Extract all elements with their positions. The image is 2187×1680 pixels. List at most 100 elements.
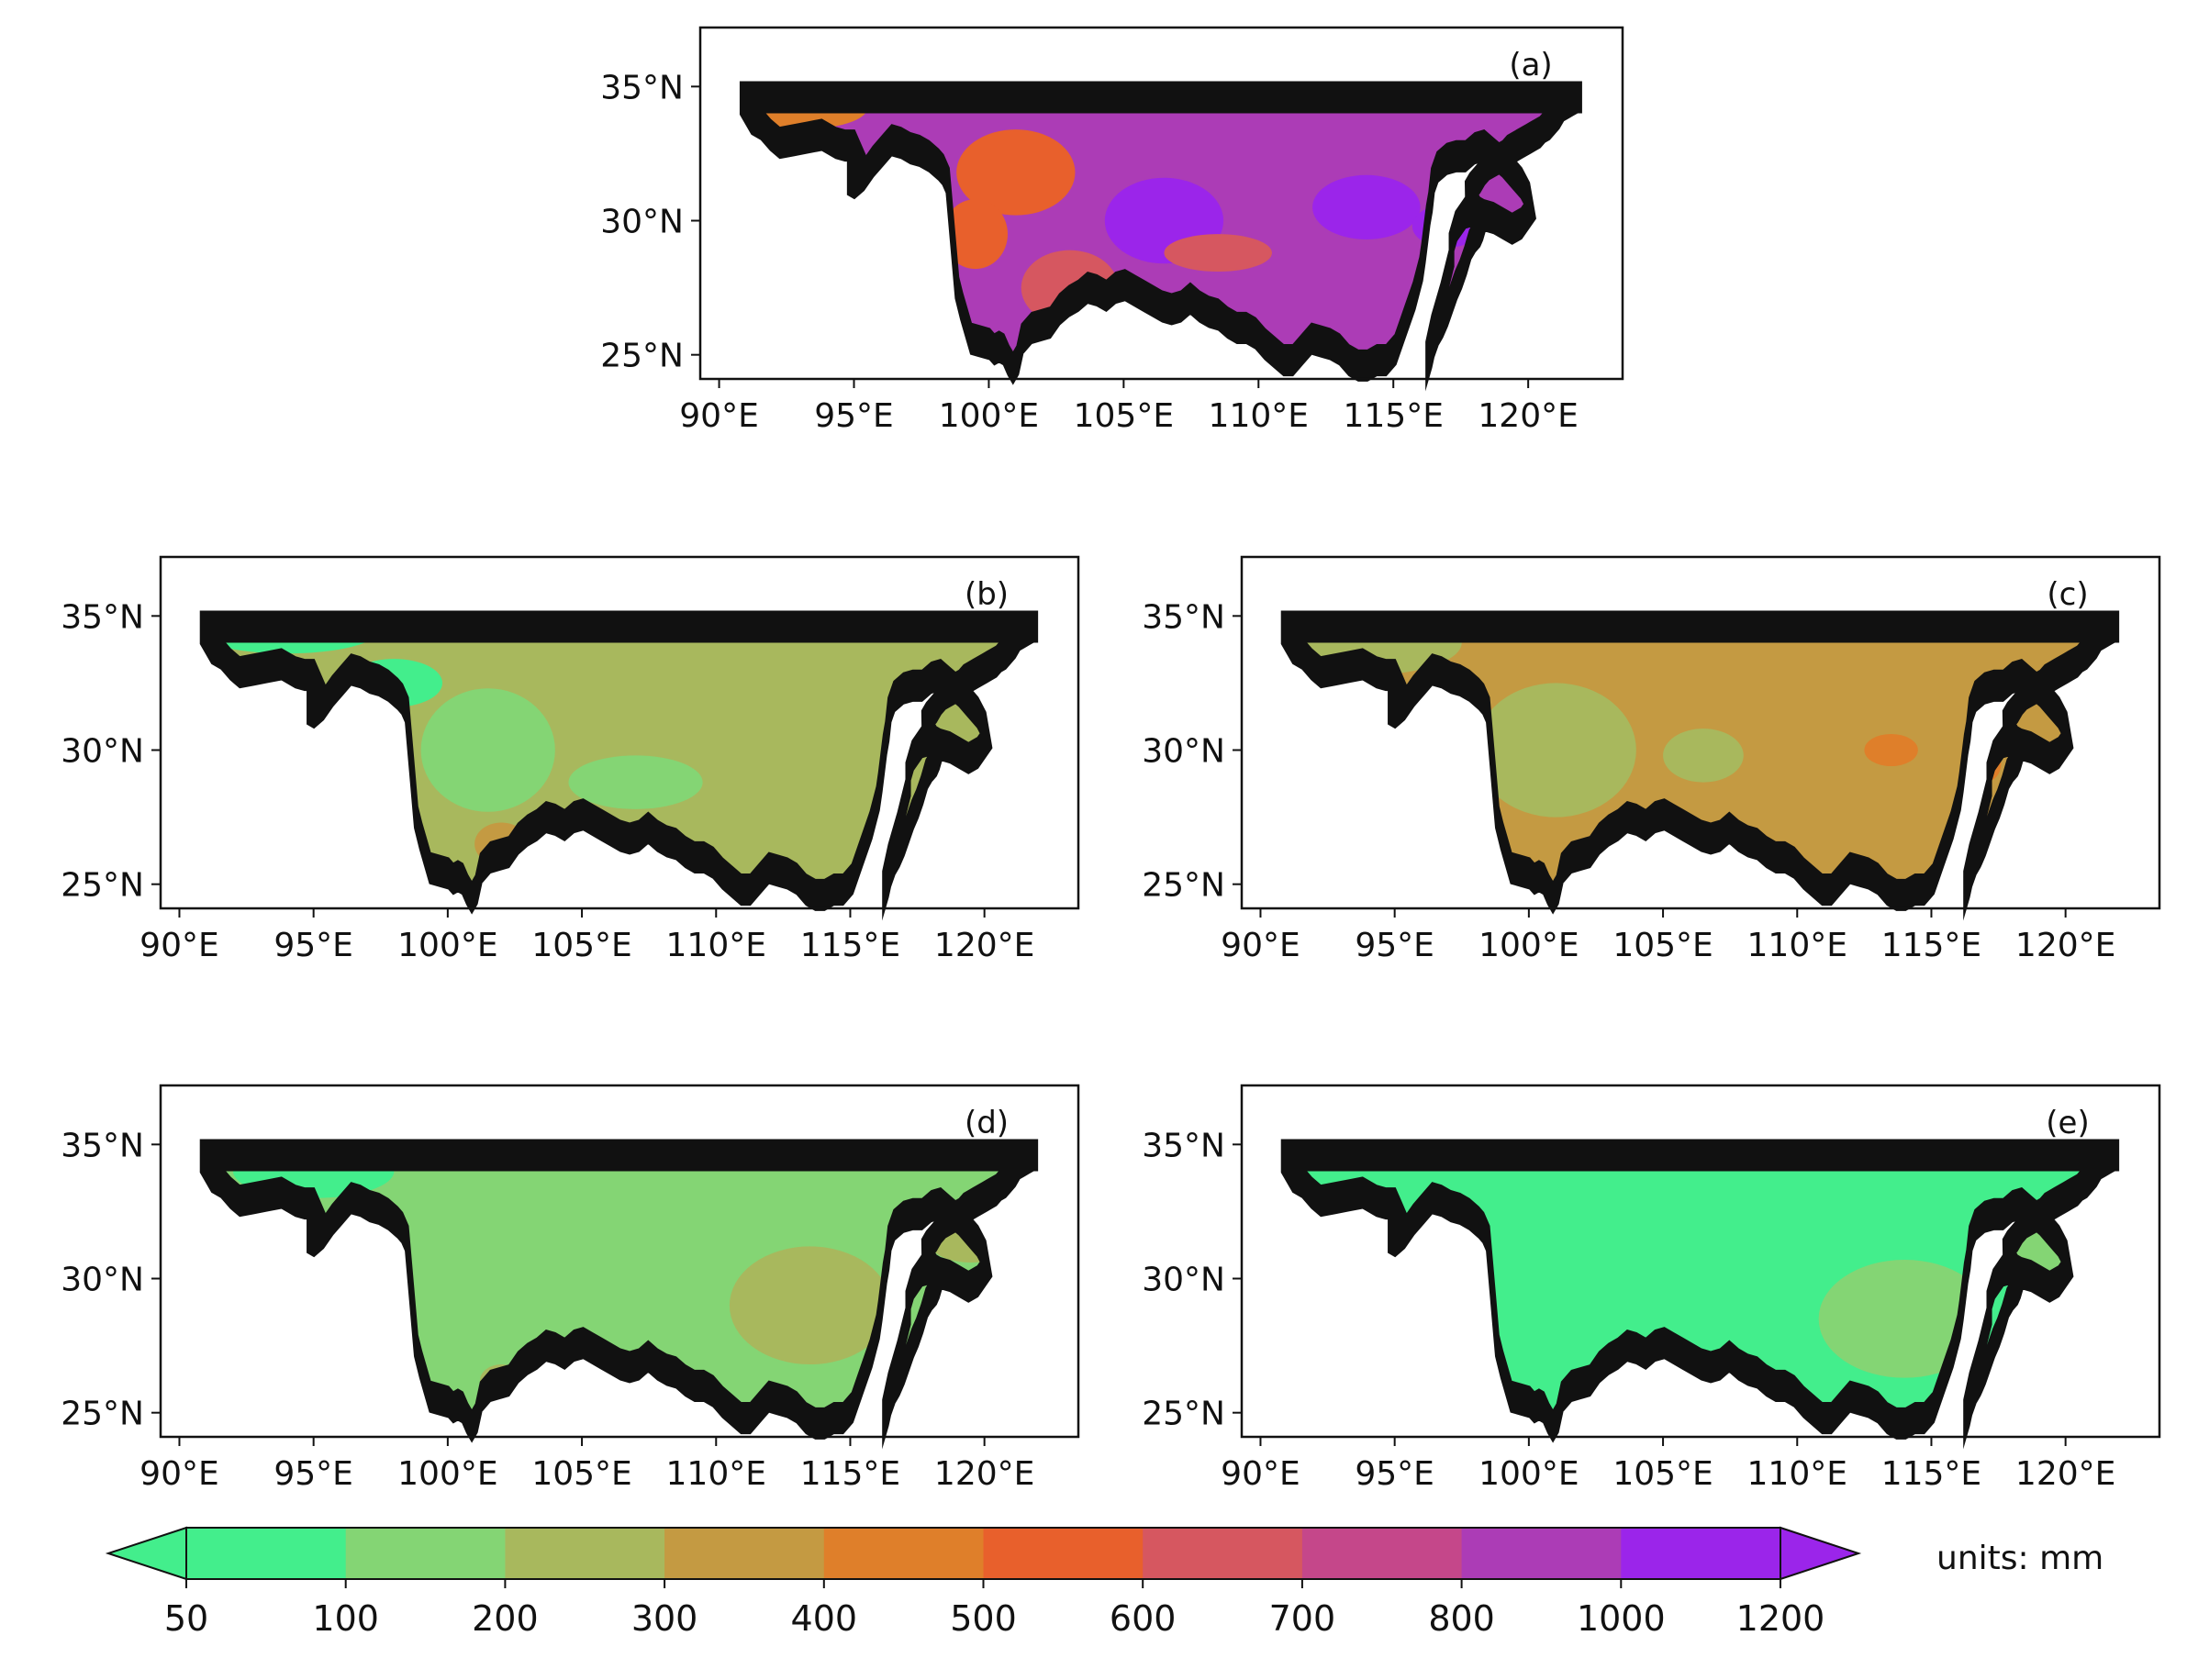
lon-tick-label: 120°E [1478,397,1578,435]
lon-tick-label: 95°E [1355,927,1434,964]
lon-tick-label: 100°E [1478,927,1579,964]
lon-tick-label: 110°E [1209,397,1309,435]
lon-tick-label: 100°E [1478,1455,1579,1493]
value-region [1312,174,1421,239]
colorbar-extend-max [1780,1526,1862,1581]
lon-tick-label: 90°E [1221,1455,1300,1493]
lon-tick-label: 100°E [397,927,497,964]
colorbar-segment [1461,1528,1622,1579]
lon-tick-label: 115°E [1881,927,1981,964]
lon-tick-label: 95°E [1355,1455,1434,1493]
lat-tick-label: 25°N [600,338,684,375]
lon-tick-label: 95°E [814,397,894,435]
colorbar-segment [1143,1528,1303,1579]
lon-tick-label: 90°E [679,397,759,435]
lat-tick-label: 35°N [61,598,144,636]
value-region [1663,729,1744,783]
colorbar-segment [1301,1528,1463,1579]
value-region [420,688,555,812]
colorbar-tick-label: 400 [791,1598,858,1639]
lon-tick-label: 105°E [1612,927,1713,964]
lon-tick-label: 120°E [2015,927,2115,964]
colorbar-segment [505,1528,665,1579]
value-region [1818,1260,1991,1378]
lon-tick-label: 110°E [666,1455,766,1493]
lat-tick-label: 25°N [1142,1396,1225,1433]
lat-tick-label: 35°N [600,69,684,106]
panel-label: (d) [965,1105,1009,1141]
lon-tick-label: 115°E [800,927,900,964]
lon-tick-label: 100°E [397,1455,497,1493]
value-region [729,1246,891,1365]
value-region [568,755,703,809]
lon-tick-label: 110°E [1747,1455,1847,1493]
value-region [1164,234,1272,273]
lon-tick-label: 90°E [139,927,219,964]
colorbar-tick-label: 600 [1110,1598,1177,1639]
lat-tick-label: 25°N [61,867,144,905]
axes-frame [159,555,1080,910]
lat-tick-label: 30°N [600,204,684,241]
colorbar-segment [1621,1528,1781,1579]
colorbar-tick-label: 100 [312,1598,379,1639]
axes-frame [1240,1084,2161,1439]
colorbar-tick-label: 50 [164,1598,208,1639]
map-panel-b: 90°E 95°E 100°E 105°E 110°E 115°E 120°E 35°N 30°… [61,555,1080,964]
lat-tick-label: 35°N [1142,1127,1225,1164]
axes-frame [1240,555,2161,910]
lon-tick-label: 115°E [1881,1455,1981,1493]
lat-tick-label: 30°N [61,733,144,771]
lon-tick-label: 100°E [939,397,1039,435]
value-region [1475,683,1636,818]
lon-tick-label: 90°E [139,1455,219,1493]
lat-tick-label: 25°N [61,1396,144,1433]
lon-tick-label: 90°E [1221,927,1300,964]
lat-tick-label: 35°N [61,1127,144,1164]
lat-tick-label: 25°N [1142,867,1225,905]
value-region [956,129,1076,216]
panel-label: (b) [965,576,1009,613]
map-panel-a: 90°E 95°E 100°E 105°E 110°E 115°E 120°E 35°N 30°… [600,26,1624,435]
colorbar-segment [186,1528,347,1579]
colorbar-tick-label: 300 [631,1598,698,1639]
map-panel-d: 90°E 95°E 100°E 105°E 110°E 115°E 120°E 35°N 30°… [61,1084,1080,1493]
value-region [1864,733,1918,767]
colorbar-extend-min [105,1526,187,1581]
units-label: units: mm [1936,1540,2103,1577]
panel-label: (c) [2047,576,2088,613]
panel-label: (a) [1509,47,1552,83]
lon-tick-label: 105°E [1612,1455,1713,1493]
lon-tick-label: 95°E [273,927,353,964]
lon-tick-label: 120°E [934,1455,1034,1493]
lat-tick-label: 30°N [1142,1262,1225,1299]
value-region [943,199,1008,270]
colorbar-segment [345,1528,506,1579]
lon-tick-label: 95°E [273,1455,353,1493]
map-panel-c: 90°E 95°E 100°E 105°E 110°E 115°E 120°E 35°N 30°… [1142,555,2161,964]
lat-tick-label: 35°N [1142,598,1225,636]
colorbar-segment [983,1528,1144,1579]
colorbar-tick-label: 800 [1428,1598,1495,1639]
lat-tick-label: 30°N [1142,733,1225,771]
lon-tick-label: 105°E [531,927,631,964]
map-panels: 90°E 95°E 100°E 105°E 110°E 115°E 120°E 35°N 30°… [61,26,2161,1493]
lon-tick-label: 120°E [2015,1455,2115,1493]
lon-tick-label: 105°E [1074,397,1174,435]
colorbar-segment [664,1528,825,1579]
colorbar-tick-label: 500 [950,1598,1017,1639]
lon-tick-label: 120°E [934,927,1034,964]
axes-frame [159,1084,1080,1439]
lon-tick-label: 105°E [531,1455,631,1493]
lat-tick-label: 30°N [61,1262,144,1299]
panel-label: (e) [2046,1105,2089,1141]
colorbar-tick-label: 200 [472,1598,539,1639]
colorbar-tick-label: 700 [1269,1598,1336,1639]
map-panel-e: 90°E 95°E 100°E 105°E 110°E 115°E 120°E 35°N 30°… [1142,1084,2161,1493]
axes-frame [698,26,1624,381]
lon-tick-label: 115°E [1343,397,1443,435]
lon-tick-label: 115°E [800,1455,900,1493]
colorbar-segment [823,1528,984,1579]
colorbar-tick-label: 1000 [1577,1598,1666,1639]
lon-tick-label: 110°E [666,927,766,964]
